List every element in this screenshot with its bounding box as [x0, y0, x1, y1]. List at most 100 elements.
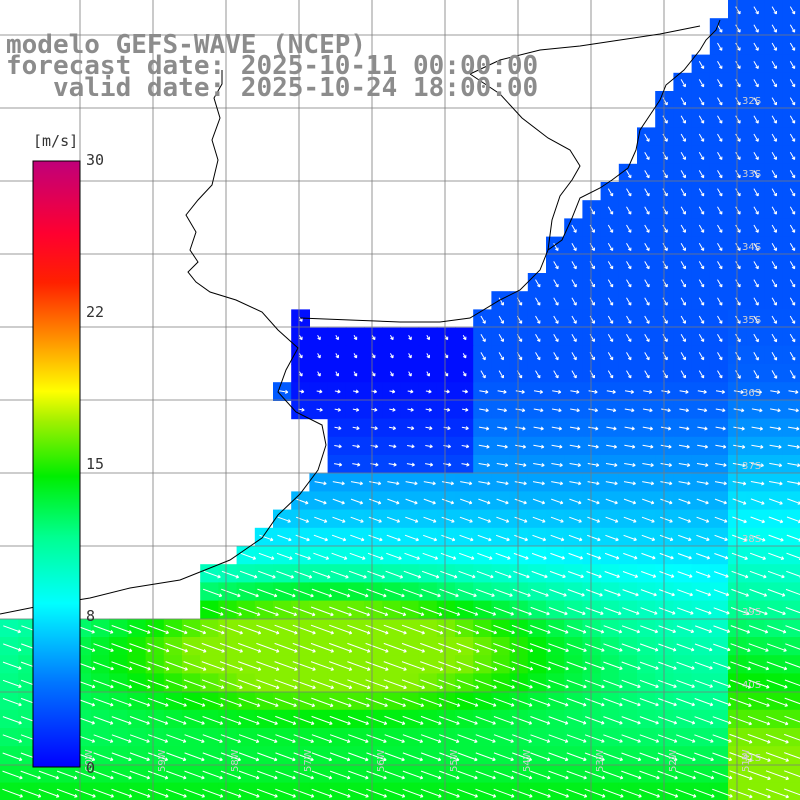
wind-arrow	[644, 352, 650, 361]
wind-arrow	[784, 697, 800, 705]
wind-arrow	[677, 607, 694, 615]
wind-arrow	[639, 679, 659, 689]
wind-cell	[782, 200, 800, 219]
wind-arrow	[440, 570, 458, 579]
wind-arrow	[514, 516, 528, 523]
wind-arrow	[551, 426, 563, 431]
wind-arrow	[658, 643, 677, 652]
wind-arrow	[735, 261, 741, 270]
wind-arrow	[644, 188, 650, 197]
wind-arrow	[696, 481, 709, 486]
wind-arrow	[438, 642, 462, 653]
wind-arrow	[456, 661, 480, 671]
wind-arrow	[607, 333, 614, 343]
wind-arrow	[771, 170, 777, 179]
wind-arrow	[183, 679, 206, 689]
wind-arrow	[771, 261, 777, 270]
wind-arrow	[257, 752, 278, 762]
wind-arrow	[408, 353, 412, 359]
wind-arrow	[56, 788, 78, 798]
wind-arrow	[515, 426, 526, 431]
wind-arrow	[602, 788, 624, 798]
wind-arrow	[623, 534, 637, 542]
wind-arrow	[240, 552, 257, 560]
wind-arrow	[607, 315, 614, 324]
wind-arrow	[749, 570, 767, 579]
wind-arrow	[698, 133, 705, 142]
wind-arrow	[389, 389, 396, 394]
wind-arrow	[717, 151, 723, 161]
wind-arrow	[93, 716, 114, 725]
wind-arrow	[587, 444, 599, 449]
wind-arrow	[623, 498, 637, 505]
wind-arrow	[694, 734, 714, 743]
wind-arrow	[640, 607, 658, 615]
wind-arrow	[697, 426, 708, 431]
wind-arrow	[533, 389, 544, 394]
wind-arrow	[732, 481, 747, 486]
wind-arrow	[238, 770, 260, 780]
wind-arrow	[735, 224, 741, 233]
wind-arrow	[535, 333, 541, 343]
wind-arrow	[493, 788, 515, 798]
wind-arrow	[644, 151, 650, 161]
wind-arrow	[644, 315, 650, 324]
wind-arrow	[732, 534, 748, 542]
wind-arrow	[603, 697, 623, 707]
wind-arrow	[657, 734, 678, 743]
wind-arrow	[202, 770, 223, 780]
wind-arrow	[274, 661, 298, 671]
wind-arrow	[698, 370, 705, 379]
wind-arrow	[713, 607, 730, 615]
wind-arrow	[335, 353, 339, 359]
wind-arrow	[511, 661, 534, 671]
wind-arrow	[789, 170, 796, 179]
wind-arrow	[529, 661, 552, 671]
wind-arrow	[748, 643, 769, 652]
wind-arrow	[621, 643, 641, 652]
wind-arrow	[2, 770, 23, 780]
wind-arrow	[462, 371, 467, 377]
wind-arrow	[729, 788, 753, 799]
wind-arrow	[639, 788, 660, 798]
wind-arrow	[317, 371, 321, 377]
wind-arrow	[715, 389, 726, 394]
wind-arrow	[366, 770, 387, 780]
wind-arrow	[571, 333, 577, 343]
wind-arrow	[678, 498, 691, 505]
wind-arrow	[660, 516, 673, 523]
wind-arrow	[789, 79, 796, 88]
wind-arrow	[675, 788, 697, 798]
wind-arrow	[365, 661, 389, 671]
wind-arrow	[766, 715, 789, 726]
wind-arrow	[751, 426, 764, 431]
wind-arrow	[425, 426, 433, 431]
wind-arrow	[642, 481, 655, 486]
wind-arrow	[316, 407, 323, 412]
wind-arrow	[438, 661, 462, 671]
wind-cell	[782, 273, 800, 292]
wind-arrow	[441, 534, 456, 542]
wind-arrow	[626, 333, 632, 343]
latitude-label: 40S	[742, 680, 761, 691]
wind-arrow	[384, 788, 406, 798]
wind-arrow	[765, 752, 789, 762]
wind-arrow	[184, 752, 205, 762]
wind-arrow	[735, 170, 741, 179]
wind-arrow	[585, 589, 603, 597]
wind-arrow	[588, 408, 599, 413]
wind-arrow	[439, 734, 460, 743]
wind-arrow	[789, 24, 796, 33]
wind-arrow	[717, 188, 723, 197]
wind-arrow	[385, 570, 404, 579]
wind-arrow	[750, 516, 765, 524]
wind-arrow	[404, 552, 420, 560]
wind-arrow	[698, 333, 705, 343]
wind-arrow	[789, 97, 796, 106]
wind-arrow	[460, 481, 473, 486]
wind-arrow	[735, 79, 741, 88]
wind-arrow	[334, 444, 342, 449]
wind-arrow	[352, 462, 361, 467]
wind-arrow	[769, 426, 782, 431]
wind-arrow	[238, 734, 260, 743]
